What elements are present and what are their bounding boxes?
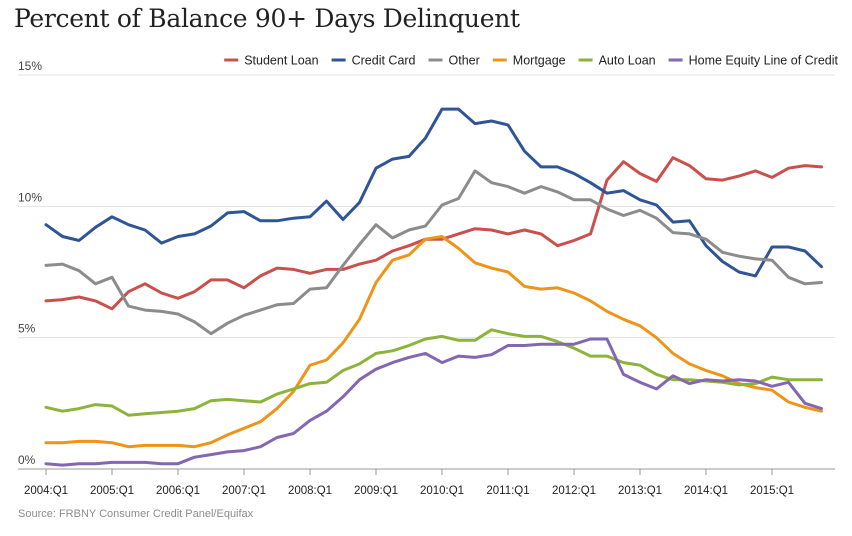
legend-label: Credit Card bbox=[352, 54, 416, 68]
x-tick-label: 2007:Q1 bbox=[222, 485, 266, 497]
legend-item-student-loan: Student Loan bbox=[224, 54, 319, 68]
legend: Student Loan Credit Card Other Mortgage Auto… bbox=[224, 54, 839, 68]
y-axis-tick-labels: 0% 5% 10% 15% bbox=[18, 59, 42, 467]
source-note: Source: FRBNY Consumer Credit Panel/Equi… bbox=[18, 508, 254, 520]
y-tick-label: 10% bbox=[18, 190, 42, 204]
series-line-other bbox=[44, 169, 823, 336]
x-tick-label: 2005:Q1 bbox=[90, 485, 134, 497]
series-line-mortgage bbox=[44, 235, 823, 449]
legend-label: Student Loan bbox=[244, 54, 318, 68]
series-line-home-equity-line-of-credit bbox=[44, 337, 823, 467]
x-tick-label: 2004:Q1 bbox=[24, 485, 68, 497]
y-tick-label: 5% bbox=[18, 322, 36, 336]
legend-label: Home Equity Line of Credit bbox=[689, 54, 839, 68]
x-tick-label: 2013:Q1 bbox=[618, 485, 662, 497]
series-line-credit-card bbox=[44, 107, 823, 278]
x-tick-label: 2014:Q1 bbox=[684, 485, 728, 497]
series-line-student-loan bbox=[44, 156, 823, 311]
y-tick-label: 15% bbox=[18, 59, 42, 73]
y-tick-label: 0% bbox=[18, 453, 36, 467]
legend-item-other: Other bbox=[428, 54, 480, 68]
legend-item-auto-loan: Auto Loan bbox=[578, 54, 656, 68]
x-tick-label: 2011:Q1 bbox=[486, 485, 529, 497]
legend-item-credit-card: Credit Card bbox=[331, 54, 416, 68]
legend-item-mortgage: Mortgage bbox=[492, 54, 566, 68]
x-tick-label: 2012:Q1 bbox=[552, 485, 596, 497]
legend-item-home-equity-line-of-credit: Home Equity Line of Credit bbox=[668, 54, 839, 68]
x-tick-label: 2015:Q1 bbox=[750, 485, 794, 497]
legend-label: Mortgage bbox=[513, 54, 566, 68]
chart-title: Percent of Balance 90+ Days Delinquent bbox=[14, 4, 520, 33]
x-axis: 2004:Q1 2005:Q1 2006:Q1 2007:Q1 2008:Q1 2009:… bbox=[18, 468, 835, 497]
series-line-auto-loan bbox=[44, 328, 823, 417]
x-tick-label: 2006:Q1 bbox=[156, 485, 200, 497]
legend-label: Other bbox=[449, 54, 480, 68]
x-tick-label: 2010:Q1 bbox=[420, 485, 464, 497]
x-tick-label: 2009:Q1 bbox=[354, 485, 398, 497]
legend-label: Auto Loan bbox=[599, 54, 656, 68]
series-lines bbox=[44, 107, 823, 467]
x-tick-label: 2008:Q1 bbox=[288, 485, 332, 497]
